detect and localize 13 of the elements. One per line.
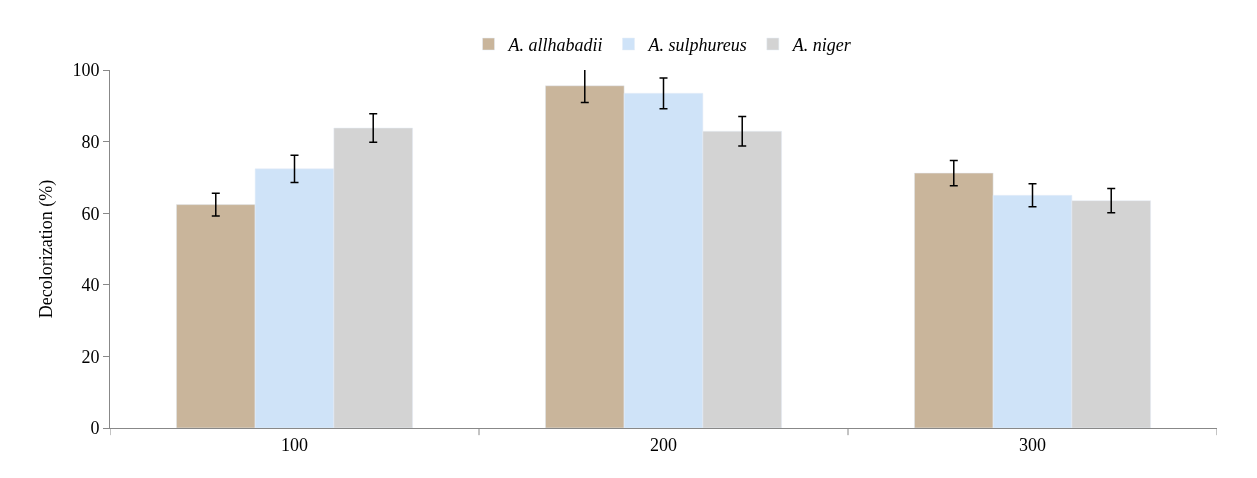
- y-tick-label: 80: [81, 131, 100, 152]
- x-tick-label: 300: [1019, 434, 1046, 455]
- x-tick-label: 100: [281, 434, 308, 455]
- x-tick-label: 200: [650, 434, 677, 455]
- y-tick-label: 20: [81, 346, 100, 367]
- legend-label: A. niger: [791, 35, 852, 56]
- y-tick-label: 0: [90, 418, 100, 439]
- y-tick-label: 100: [72, 60, 100, 81]
- legend-label: A. sulphureus: [647, 35, 747, 56]
- y-tick-label: 40: [81, 275, 100, 296]
- legend-label: A. allhabadii: [507, 35, 603, 56]
- y-axis-title: Decolorization (%): [35, 179, 57, 319]
- y-tick-label: 60: [81, 203, 100, 224]
